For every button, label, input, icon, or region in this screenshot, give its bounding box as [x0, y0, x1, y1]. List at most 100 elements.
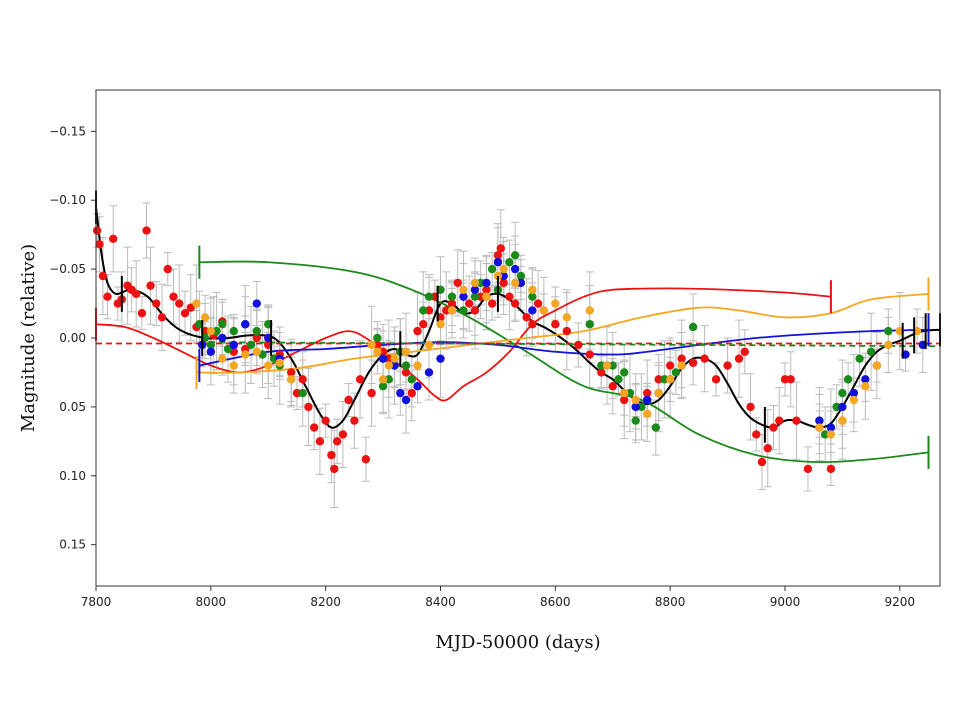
data-point-orange [562, 313, 572, 322]
data-point-orange [510, 278, 520, 288]
data-point-blue [401, 395, 411, 405]
y-tick-label: −0.05 [49, 262, 86, 276]
fit-curve-black [95, 206, 941, 429]
data-point-blue [849, 388, 859, 398]
data-point-red [350, 416, 359, 425]
data-point-blue [470, 285, 480, 294]
data-point-red [470, 306, 480, 315]
data-point-red [746, 402, 755, 412]
data-point-red [327, 450, 336, 460]
data-point-blue [229, 340, 238, 350]
data-point-red [152, 299, 161, 308]
data-point-red [482, 285, 491, 294]
data-point-orange [499, 264, 508, 274]
data-point-blue [218, 333, 227, 343]
data-point-blue [493, 258, 503, 267]
data-point-orange [192, 299, 201, 308]
x-axis-label: MJD-50000 (days) [435, 632, 600, 653]
data-point-green [510, 251, 520, 260]
data-point-blue [413, 382, 422, 391]
y-tick-label: 0.05 [59, 400, 86, 414]
data-point-red [711, 375, 721, 384]
data-points [92, 226, 927, 474]
y-tick-label: −0.15 [49, 124, 86, 138]
data-point-red [723, 361, 732, 370]
data-point-red [665, 361, 675, 370]
data-point-red [309, 423, 319, 432]
data-point-red [344, 395, 353, 405]
data-point-red [321, 416, 330, 425]
data-point-orange [229, 361, 238, 370]
data-point-green [620, 368, 629, 377]
data-point-orange [654, 388, 663, 398]
data-point-red [109, 234, 118, 243]
data-point-red [98, 271, 108, 281]
data-point-orange [642, 409, 652, 418]
data-point-green [820, 430, 830, 439]
data-point-red [493, 251, 503, 260]
data-point-red [292, 388, 302, 398]
data-point-red [338, 430, 348, 439]
data-point-green [660, 375, 669, 384]
data-point-red [792, 416, 801, 425]
data-point-red [157, 313, 167, 322]
data-point-red [688, 358, 698, 367]
data-point-blue [241, 320, 250, 329]
data-point-red [803, 464, 813, 474]
x-tick-label: 8800 [655, 595, 686, 609]
y-tick-label: 0.15 [59, 538, 86, 552]
data-point-blue [482, 278, 491, 288]
data-point-orange [367, 340, 376, 350]
y-tick-label: 0.00 [59, 331, 86, 345]
data-point-orange [206, 326, 216, 336]
data-point-red [413, 326, 422, 336]
data-point-orange [200, 313, 210, 322]
data-point-red [763, 444, 772, 453]
data-point-green [631, 416, 640, 425]
data-point-blue [516, 278, 526, 288]
data-point-green [298, 388, 307, 398]
data-point-green [832, 402, 841, 412]
data-point-red [528, 320, 537, 329]
data-point-red [401, 368, 411, 377]
data-point-orange [872, 361, 882, 370]
data-point-red [169, 292, 178, 301]
fit-curve-red [95, 287, 831, 402]
x-tick-label: 7800 [81, 595, 112, 609]
data-point-red [407, 388, 416, 398]
data-point-orange [470, 278, 480, 288]
data-point-red [752, 430, 761, 439]
data-point-orange [528, 285, 537, 294]
data-point-red [453, 278, 462, 288]
data-point-blue [826, 423, 836, 432]
x-tick-label: 8600 [540, 595, 571, 609]
data-point-orange [218, 354, 227, 363]
data-point-red [424, 306, 434, 315]
data-point-green [459, 306, 468, 315]
data-point-blue [528, 306, 537, 315]
fit-curve-green [199, 260, 929, 464]
x-tick-label: 8200 [310, 595, 341, 609]
data-point-orange [602, 361, 612, 370]
data-point-orange [252, 347, 261, 356]
y-axis-label: Magnitude (relative) [18, 244, 39, 432]
data-point-green [625, 388, 635, 398]
data-point-green [447, 292, 457, 301]
data-point-green [487, 264, 497, 274]
y-tick-label: −0.10 [49, 193, 86, 207]
data-point-red [775, 416, 784, 425]
data-point-red [367, 388, 376, 398]
data-point-red [700, 354, 709, 363]
x-tick-label: 8400 [425, 595, 456, 609]
data-point-green [528, 292, 537, 301]
data-point-orange [390, 354, 399, 363]
data-point-green [614, 375, 623, 384]
data-point-blue [499, 271, 508, 281]
data-point-red [137, 309, 147, 318]
y-axis-ticks: −0.15 −0.10 −0.05 0.00 0.05 0.10 0.15 [49, 124, 96, 552]
data-point-green [637, 402, 646, 412]
data-point-red [103, 292, 112, 301]
data-point-blue [396, 388, 405, 398]
data-point-green [884, 326, 893, 336]
data-point-red [287, 368, 296, 377]
